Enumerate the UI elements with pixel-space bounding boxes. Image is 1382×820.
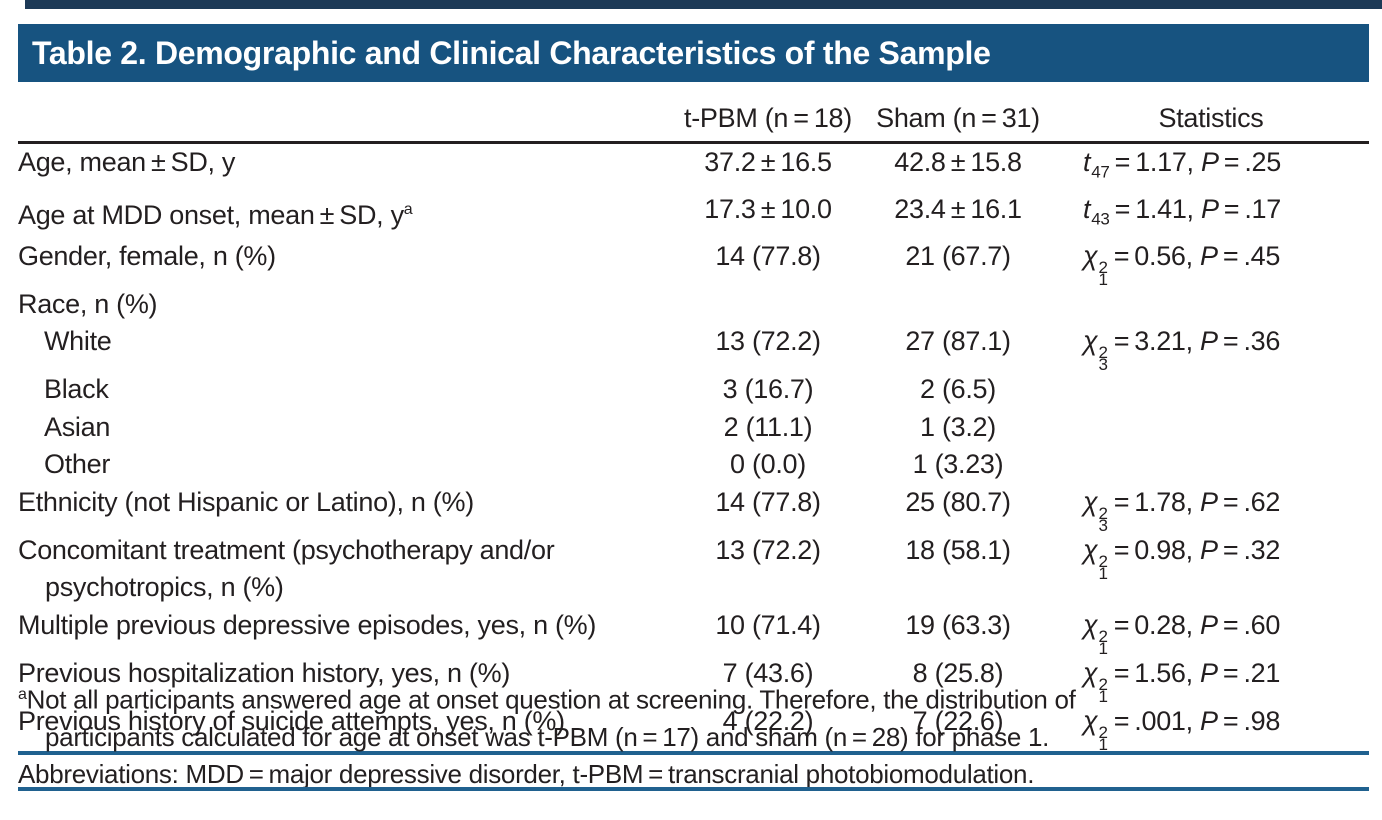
row-label: Previous hospitalization history, yes, n… [18,657,511,688]
statistics-value [1053,286,1369,324]
demographics-table-container: t-PBM (n = 18) Sham (n = 31) Statistics … [18,95,1369,755]
stat-symbol: χ [1083,486,1098,517]
row-label: Concomitant treatment (psychotherapy and… [18,534,555,603]
table-row: Other 0 (0.0) 1 (3.23) [18,446,1369,484]
sham-value: 21 (67.7) [905,240,1011,271]
tpbm-value [673,286,863,324]
stat-symbol: χ [1083,705,1098,736]
column-header-tpbm: t-PBM (n = 18) [673,95,863,144]
sham-value: 42.8 ± 15.8 [894,147,1022,177]
table-row: Gender, female, n (%) 14 (77.8) 21 (67.7) χ… [18,238,1369,289]
tpbm-value: 13 (72.2) [715,534,821,565]
sham-value: 1 (3.23) [912,449,1004,480]
sham-value: 27 (87.1) [905,326,1011,357]
bottom-rule [18,787,1369,791]
row-label: Multiple previous depressive episodes, y… [18,609,597,640]
tpbm-value: 2 (11.1) [723,411,813,442]
row-label: Ethnicity (not Hispanic or Latino), n (%… [18,486,474,517]
table-row: Previous hospitalization history, yes, n… [18,655,1369,706]
sham-value: 7 (22.6) [912,705,1004,736]
statistics-value: t43 = 1.41, P = .17 [1083,193,1281,229]
header-row: t-PBM (n = 18) Sham (n = 31) Statistics [18,95,1369,144]
sham-value: 25 (80.7) [905,486,1011,517]
footnote-a-line1: aNot all participants answered age at on… [18,684,1076,715]
table-row: Asian 2 (11.1) 1 (3.2) [18,409,1369,447]
footnote-a-line2: participants calculated for age at onset… [45,721,1050,752]
table-row: Race, n (%) [18,286,1369,324]
table-row: Age, mean ± SD, y 37.2 ± 16.5 42.8 ± 15.8 t… [18,143,1369,191]
sham-value: 2 (6.5) [920,374,996,405]
footnote-marker: a [403,200,413,218]
table-row: Ethnicity (not Hispanic or Latino), n (%… [18,484,1369,535]
table-title: Table 2. Demographic and Clinical Charac… [32,34,991,71]
stat-symbol: t [1083,193,1091,224]
row-label: Other [44,449,111,480]
table-row: Concomitant treatment (psychotherapy and… [18,532,1369,607]
column-header-sham: Sham (n = 31) [863,95,1053,144]
column-header-empty [18,95,673,144]
sham-value: 19 (63.3) [905,609,1011,640]
stat-symbol: χ [1083,534,1098,565]
row-label: Age at MDD onset, mean ± SD, ya [18,199,413,230]
row-label: Age, mean ± SD, y [18,147,236,177]
sham-value: 8 (25.8) [912,657,1004,688]
sham-value: 1 (3.2) [920,411,996,442]
row-label: Race, n (%) [18,288,158,319]
row-label: Gender, female, n (%) [18,240,276,271]
footnotes: aNot all participants answered age at on… [18,676,1369,793]
tpbm-value: 10 (71.4) [715,609,821,640]
footnote-a-marker: a [18,686,27,703]
row-label: Previous history of suicide attempts, ye… [18,705,565,736]
tpbm-value: 14 (77.8) [715,486,821,517]
sham-value: 23.4 ± 16.1 [894,193,1022,224]
stat-symbol: χ [1083,609,1098,640]
sham-value [863,286,1053,324]
table-row: Previous history of suicide attempts, ye… [18,703,1369,754]
stat-symbol: χ [1083,326,1098,357]
stat-symbol: t [1083,147,1091,177]
table-row: Multiple previous depressive episodes, y… [18,607,1369,658]
tpbm-value: 7 (43.6) [722,657,814,688]
table-row: White 13 (72.2) 27 (87.1) χ 2 3 = 3.21, P = .… [18,323,1369,375]
tpbm-value: 4 (22.2) [722,705,814,736]
demographics-table: t-PBM (n = 18) Sham (n = 31) Statistics … [18,95,1369,754]
row-label: Asian [44,411,111,442]
statistics-value [1053,409,1369,447]
tpbm-value: 3 (16.7) [722,374,814,405]
column-header-statistics: Statistics [1053,95,1369,144]
statistics-value [1053,371,1369,409]
statistics-value: t47 = 1.17, P = .25 [1083,147,1281,182]
footnote-abbreviations: Abbreviations: MDD = major depressive di… [18,758,1035,789]
table-row: Age at MDD onset, mean ± SD, ya 17.3 ± 10… [18,191,1369,238]
sham-value: 18 (58.1) [905,534,1011,565]
row-label: Black [44,374,109,405]
stat-symbol: χ [1083,240,1098,271]
statistics-value [1053,446,1369,484]
tpbm-value: 14 (77.8) [715,240,821,271]
tpbm-value: 0 (0.0) [730,449,806,480]
stat-symbol: χ [1083,657,1098,688]
tpbm-value: 37.2 ± 16.5 [704,147,832,177]
table-row: Black 3 (16.7) 2 (6.5) [18,371,1369,409]
table-title-bar: Table 2. Demographic and Clinical Charac… [18,24,1369,82]
tpbm-value: 17.3 ± 10.0 [704,193,832,224]
row-label: White [44,326,112,357]
top-rule [25,0,1382,9]
tpbm-value: 13 (72.2) [715,326,821,357]
